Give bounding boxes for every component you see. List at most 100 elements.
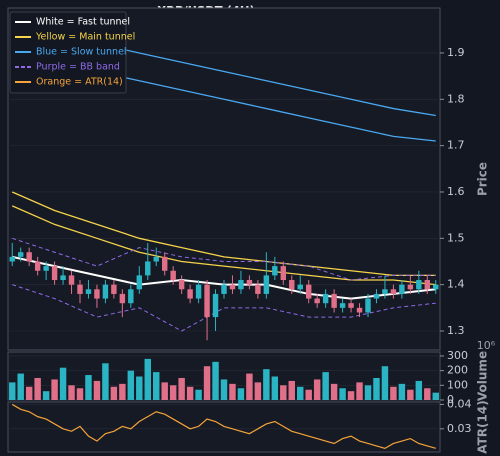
candle-body <box>416 280 422 290</box>
volume-bar <box>17 373 24 400</box>
volume-bar <box>144 358 151 400</box>
candle-body <box>128 289 134 304</box>
candle-body <box>229 284 236 290</box>
candle-body <box>289 280 295 290</box>
volume-bar <box>127 370 135 400</box>
indicator-line <box>12 237 436 281</box>
candle-body <box>221 284 227 294</box>
volume-bar <box>280 385 287 400</box>
candle-body <box>263 275 270 294</box>
candle-body <box>43 266 49 271</box>
volume-bar <box>169 385 177 400</box>
candle-body <box>94 289 100 299</box>
y-axis-label: Volume <box>476 351 490 401</box>
atr-line <box>11 403 436 449</box>
y-axis-label: ATR(14) <box>476 400 490 453</box>
volume-bar <box>59 367 67 400</box>
y-tick-label: 1.4 <box>447 278 465 291</box>
legend-box <box>9 11 127 94</box>
volume-bar <box>212 361 219 400</box>
candle-body <box>272 266 278 276</box>
candle-body <box>399 284 405 294</box>
y-tick-label: 0.04 <box>447 397 472 410</box>
candle-body <box>60 275 66 281</box>
volume-bar <box>9 382 16 400</box>
candle-body <box>153 256 159 262</box>
y-tick-label: 0 <box>447 393 454 406</box>
candle-body <box>365 298 371 313</box>
candle-body <box>204 284 210 318</box>
candle-body <box>178 280 185 290</box>
candle-body <box>102 284 109 299</box>
volume-bar <box>93 380 101 400</box>
legend-label: Purple = BB band <box>36 62 120 73</box>
candle-body <box>212 293 219 318</box>
volume-bar <box>51 379 58 400</box>
y-tick-label: 300 <box>447 349 468 362</box>
volume-bar <box>102 363 109 400</box>
volume-bar <box>68 385 75 400</box>
candle-body <box>339 303 346 308</box>
candle-body <box>161 256 168 271</box>
volume-bar <box>373 377 380 400</box>
volume-bar <box>119 383 126 400</box>
candle-body <box>407 284 414 290</box>
candle-body <box>433 284 439 290</box>
volume-bar <box>288 380 295 400</box>
candle-body <box>255 284 261 294</box>
candle-body <box>51 266 58 281</box>
y-tick-label: 1.5 <box>447 231 465 244</box>
candle-body <box>331 293 337 308</box>
legend-label: Yellow = Main tunnel <box>35 32 135 43</box>
candle-body <box>314 298 320 304</box>
candle-body <box>305 284 312 299</box>
legend-label: White = Fast tunnel <box>36 17 130 28</box>
volume-bar <box>322 372 329 400</box>
volume-bar <box>398 383 406 400</box>
volume-bar <box>220 379 228 400</box>
indicator-line <box>11 205 436 286</box>
y-tick-label: 1.9 <box>447 46 465 59</box>
candle-body <box>246 280 253 285</box>
candle-body <box>424 280 431 290</box>
volume-bar <box>186 386 194 400</box>
indicator-line <box>11 191 436 277</box>
y-tick-label: 100 <box>447 378 468 391</box>
y-axis-label: Price <box>476 162 490 196</box>
volume-bar <box>42 391 50 400</box>
volume-bar <box>271 376 279 400</box>
candle-body <box>297 284 303 290</box>
candle-body <box>382 289 388 294</box>
volume-bar <box>110 386 118 400</box>
candle-body <box>68 275 75 285</box>
volume-bar <box>161 382 168 400</box>
volume-bar <box>297 386 304 400</box>
candle-body <box>34 261 41 271</box>
candle-body <box>195 284 202 299</box>
volume-bar <box>424 388 431 400</box>
volume-bar <box>381 366 389 400</box>
volume-bar <box>25 386 33 400</box>
y-tick-label: 1.6 <box>447 185 465 198</box>
y-tick-label: 1.7 <box>447 139 465 152</box>
volume-bar <box>85 375 92 400</box>
candle-body <box>170 270 176 281</box>
candle-body <box>348 303 354 308</box>
legend-label: Blue = Slow tunnel <box>36 47 127 58</box>
indicator-line <box>12 284 436 332</box>
volume-bar <box>153 372 160 400</box>
volume-bar <box>246 373 253 400</box>
volume-bar <box>178 377 185 400</box>
y-tick-label: 1.8 <box>447 92 465 105</box>
candle-body <box>187 289 193 299</box>
candle-body <box>119 293 126 304</box>
volume-bar <box>313 379 321 400</box>
volume-bar <box>390 386 397 400</box>
volume-bar <box>305 389 312 400</box>
volume-bar <box>356 382 363 400</box>
candle-body <box>322 293 329 304</box>
candle-body <box>9 256 15 262</box>
offset-label: 10⁶ <box>477 339 496 352</box>
candle-body <box>373 293 380 299</box>
y-tick-label: 1.3 <box>447 324 465 337</box>
